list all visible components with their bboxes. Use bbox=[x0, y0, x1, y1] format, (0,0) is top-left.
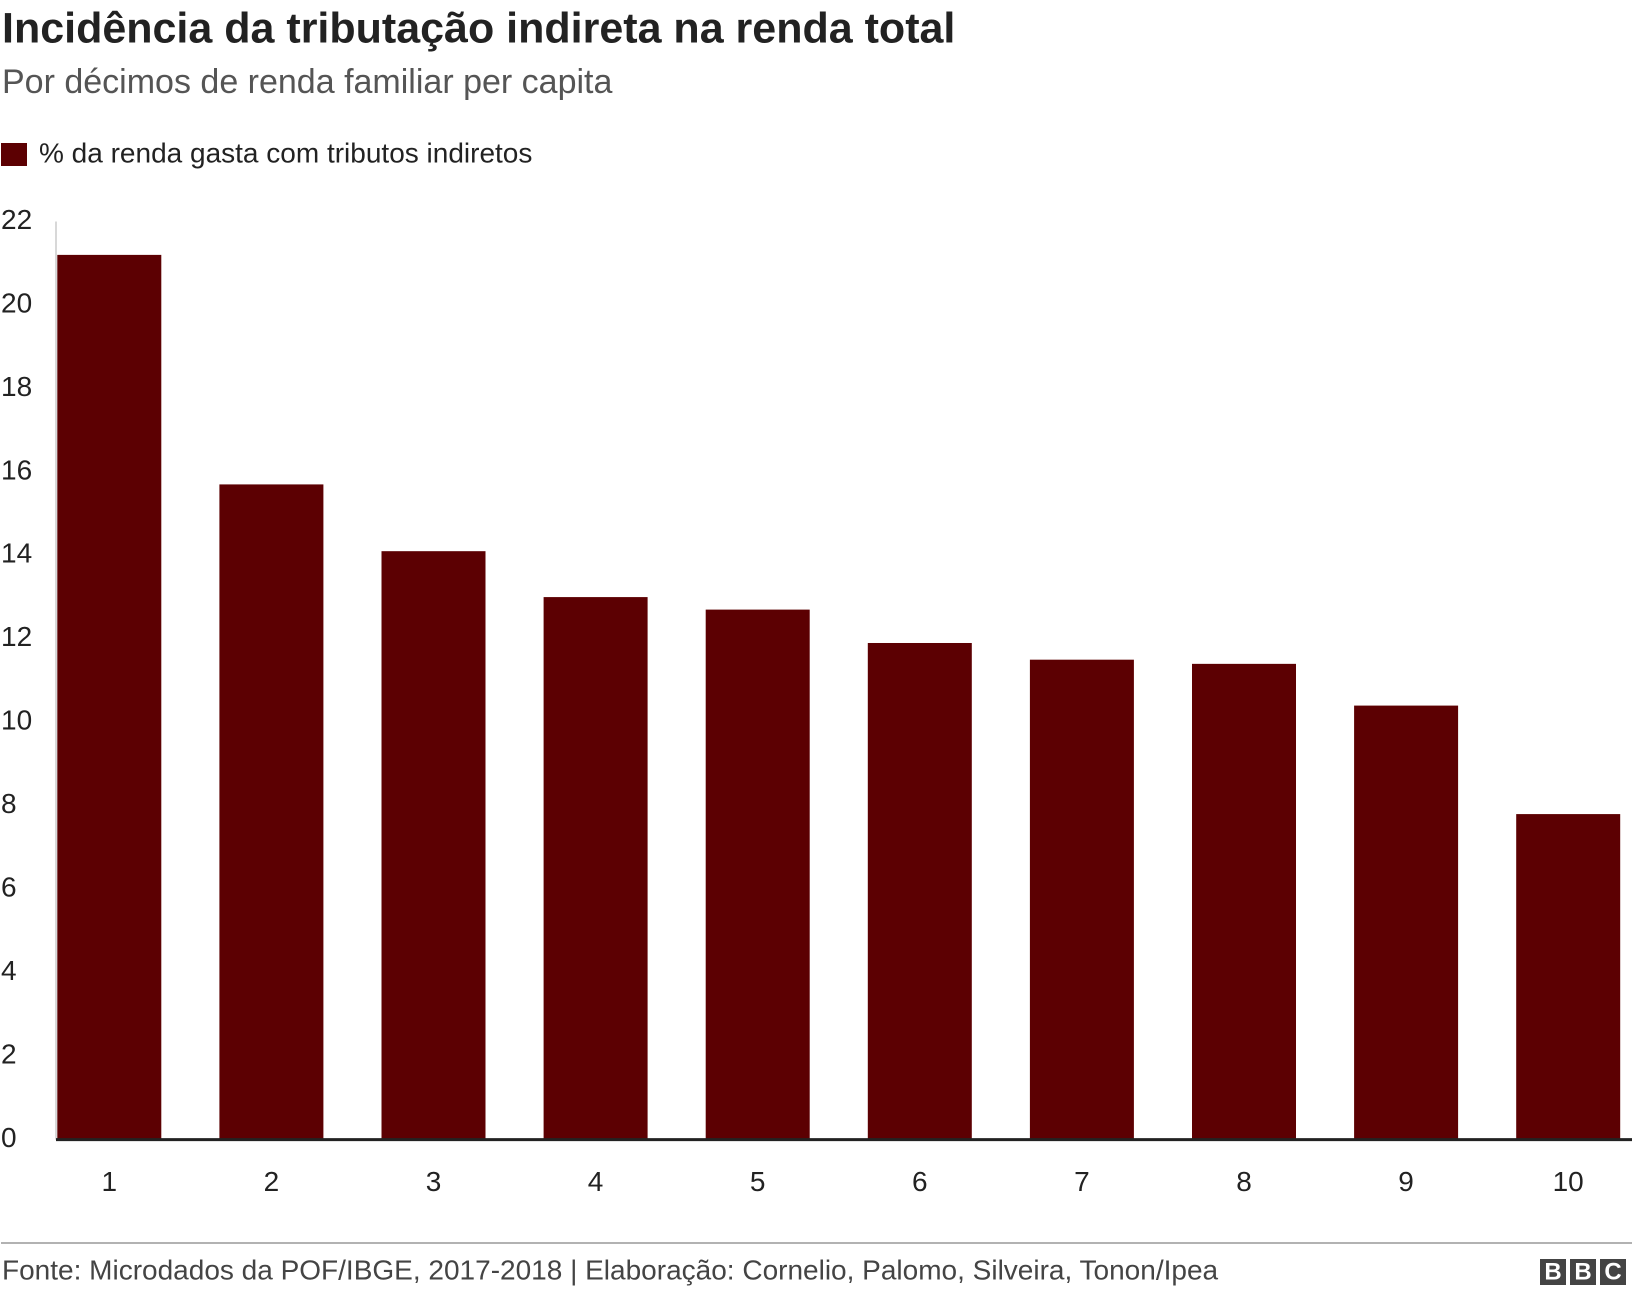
bar bbox=[1192, 663, 1296, 1140]
bbc-logo: B B C bbox=[1540, 1258, 1626, 1285]
x-tick-label: 2 bbox=[264, 1166, 280, 1197]
x-tick-label: 6 bbox=[912, 1166, 928, 1197]
y-tick-label: 18 bbox=[1, 371, 32, 402]
x-tick-label: 4 bbox=[588, 1166, 604, 1197]
bar bbox=[219, 484, 324, 1140]
chart-subtitle: Por décimos de renda familiar per capita bbox=[2, 63, 612, 101]
bar bbox=[1354, 705, 1459, 1140]
bar bbox=[543, 597, 648, 1140]
bar bbox=[705, 609, 810, 1140]
bar bbox=[57, 254, 162, 1140]
source: Fonte: Microdados da POF/IBGE, 2017-2018… bbox=[2, 1254, 1219, 1285]
x-tick-label: 7 bbox=[1074, 1166, 1090, 1197]
y-tick-label: 10 bbox=[1, 705, 32, 736]
x-tick-label: 5 bbox=[750, 1166, 766, 1197]
logo-letter: C bbox=[1604, 1258, 1621, 1285]
logo-letter: B bbox=[1574, 1258, 1591, 1285]
y-tick-label: 22 bbox=[1, 204, 32, 235]
x-tick-label: 8 bbox=[1236, 1166, 1252, 1197]
x-tick-label: 10 bbox=[1553, 1166, 1584, 1197]
y-tick-label: 2 bbox=[1, 1039, 17, 1070]
legend-label: % da renda gasta com tributos indiretos bbox=[39, 137, 532, 168]
x-tick-label: 1 bbox=[102, 1166, 118, 1197]
y-tick-label: 0 bbox=[1, 1122, 17, 1153]
bar bbox=[1516, 814, 1621, 1140]
y-tick-label: 6 bbox=[1, 872, 17, 903]
y-tick-label: 16 bbox=[1, 454, 32, 485]
legend-swatch bbox=[1, 143, 27, 166]
x-tick-label: 3 bbox=[426, 1166, 442, 1197]
y-tick-label: 4 bbox=[1, 955, 17, 986]
logo-letter: B bbox=[1544, 1258, 1561, 1285]
y-tick-label: 14 bbox=[1, 538, 32, 569]
y-tick-label: 12 bbox=[1, 621, 32, 652]
y-tick-label: 8 bbox=[1, 788, 17, 819]
bar bbox=[381, 551, 486, 1140]
bar bbox=[867, 642, 972, 1140]
x-tick-label: 9 bbox=[1398, 1166, 1414, 1197]
bar bbox=[1029, 659, 1134, 1140]
y-tick-label: 20 bbox=[1, 287, 32, 318]
chart-title: Incidência da tributação indireta na ren… bbox=[2, 4, 955, 52]
